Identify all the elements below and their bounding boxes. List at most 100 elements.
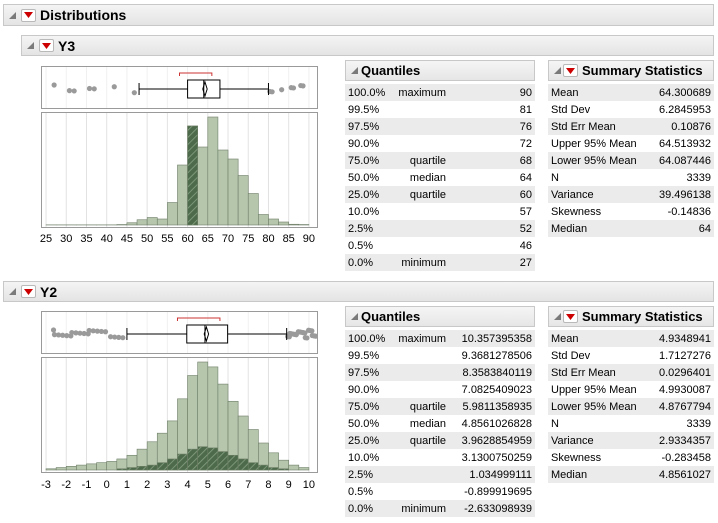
summary-label: Skewness — [551, 451, 602, 464]
summary-value: -0.283458 — [661, 451, 711, 464]
quartile-box — [186, 324, 229, 344]
histogram-bar — [126, 222, 138, 226]
quantile-row: 75.0% quartile 5.9811358935 — [345, 398, 535, 415]
highlighted-bar — [247, 462, 259, 471]
histogram-bar — [278, 221, 289, 226]
histogram-bar — [106, 461, 118, 471]
axis-tick-label: 6 — [224, 479, 232, 491]
quantile-row: 0.5% -0.899919695 — [345, 483, 535, 500]
summary-label: Upper 95% Mean — [551, 383, 637, 396]
collapse-triangle-icon[interactable] — [552, 312, 562, 322]
y2-quantiles-table: 100.0% maximum 10.357395358 99.5% 9.36812785… — [345, 330, 535, 517]
highlighted-bar — [126, 467, 138, 471]
quantile-label — [393, 483, 449, 500]
collapse-triangle-icon[interactable] — [7, 10, 17, 20]
quantile-label — [393, 466, 449, 483]
outlier-point — [86, 327, 92, 334]
axis-tick-label: 85 — [282, 233, 295, 245]
y3-histogram[interactable] — [41, 112, 318, 228]
histogram-bar — [167, 202, 178, 226]
axis-tick-label: 5 — [204, 479, 211, 491]
y3-outlier-box-plot[interactable] — [41, 66, 318, 109]
axis-tick-label: 60 — [181, 233, 194, 245]
quantile-percent: 10.0% — [348, 205, 380, 218]
summary-value: 0.10876 — [640, 118, 714, 135]
summary-row: Median 4.8561027 — [548, 466, 714, 483]
red-triangle-menu-icon[interactable] — [21, 285, 36, 298]
quantile-value: -2.633098939 — [449, 500, 535, 517]
highlighted-bar — [197, 446, 209, 471]
quantile-label: quartile — [393, 152, 449, 169]
outlier-point — [131, 90, 137, 96]
quantile-value: 60 — [449, 186, 535, 203]
outlier-point — [298, 82, 304, 89]
summary-label: Lower 95% Mean — [548, 152, 640, 169]
quantile-percent: 2.5% — [345, 220, 393, 237]
summary-label: Lower 95% Mean — [548, 398, 640, 415]
collapse-triangle-icon[interactable] — [7, 287, 17, 297]
summary-row: Lower 95% Mean 64.087446 — [548, 152, 714, 169]
quantile-row: 2.5% 52 — [345, 220, 535, 237]
quantile-label: maximum — [393, 330, 449, 347]
quantile-percent: 75.0% — [345, 152, 393, 169]
red-triangle-menu-icon[interactable] — [563, 310, 578, 323]
quantiles-title: Quantiles — [361, 309, 421, 324]
quantile-percent: 90.0% — [348, 383, 380, 396]
quantile-value: 5.9811358935 — [449, 398, 535, 415]
outlier-point — [305, 327, 312, 333]
quantile-label: median — [409, 171, 446, 184]
highlighted-bar — [217, 451, 229, 471]
axis-tick-label: 4 — [184, 479, 191, 491]
highlighted-bar — [207, 447, 219, 471]
highlighted-bar — [187, 125, 198, 226]
quantile-label — [393, 449, 449, 466]
histogram-bar — [247, 193, 259, 226]
quantile-row: 0.5% 46 — [345, 237, 535, 254]
y3-quantiles-header: Quantiles — [345, 60, 535, 81]
axis-tick-label: -3 — [41, 479, 51, 491]
y2-outlier-box-plot[interactable] — [41, 311, 318, 354]
quantile-percent: 50.0% — [348, 417, 380, 430]
red-triangle-menu-icon[interactable] — [563, 64, 578, 77]
outlier-point — [81, 330, 87, 337]
collapse-triangle-icon[interactable] — [25, 41, 35, 51]
red-triangle-menu-icon[interactable] — [21, 8, 36, 22]
quantile-label — [393, 237, 449, 254]
y2-histogram[interactable] — [41, 357, 318, 473]
collapse-triangle-icon[interactable] — [552, 66, 562, 76]
collapse-triangle-icon[interactable] — [349, 312, 359, 322]
summary-label: Median — [548, 220, 640, 237]
outlier-point — [287, 330, 293, 337]
y2-section-header: Y2 — [3, 281, 714, 302]
outlier-point — [50, 327, 57, 333]
collapse-triangle-icon[interactable] — [349, 66, 359, 76]
highlighted-bar — [237, 458, 249, 471]
quantile-value: 1.034999111 — [449, 466, 535, 483]
summary-label: Upper 95% Mean — [551, 137, 637, 150]
quantile-percent: 99.5% — [348, 103, 380, 116]
summary-value: 4.8561027 — [640, 466, 714, 483]
section-title: Y3 — [58, 37, 76, 54]
histogram-bar — [45, 468, 57, 471]
summary-label: N — [551, 171, 559, 184]
axis-tick-label: 25 — [39, 233, 53, 245]
mean-diamond — [203, 325, 210, 343]
quantile-row: 99.5% 81 — [345, 101, 535, 118]
outlier-point — [55, 332, 62, 338]
axis-tick-label: 1 — [123, 479, 130, 491]
axis-tick-label: 0 — [103, 479, 110, 491]
summary-label: Std Err Mean — [548, 364, 640, 381]
summary-row: Mean 64.300689 — [548, 84, 714, 101]
summary-row: Std Dev 1.7127276 — [548, 347, 714, 364]
mean-diamond — [202, 80, 208, 98]
histogram-bar — [237, 175, 249, 226]
outlier-point — [295, 329, 301, 335]
histogram-bar — [197, 146, 209, 226]
summary-row: Median 64 — [548, 220, 714, 237]
red-triangle-menu-icon[interactable] — [39, 39, 54, 52]
summary-row: Upper 95% Mean 4.9930087 — [548, 381, 714, 398]
quantile-label — [393, 118, 449, 135]
histogram-bar — [288, 464, 300, 471]
axis-tick-label: 35 — [80, 233, 93, 245]
outlier-point — [120, 335, 126, 341]
